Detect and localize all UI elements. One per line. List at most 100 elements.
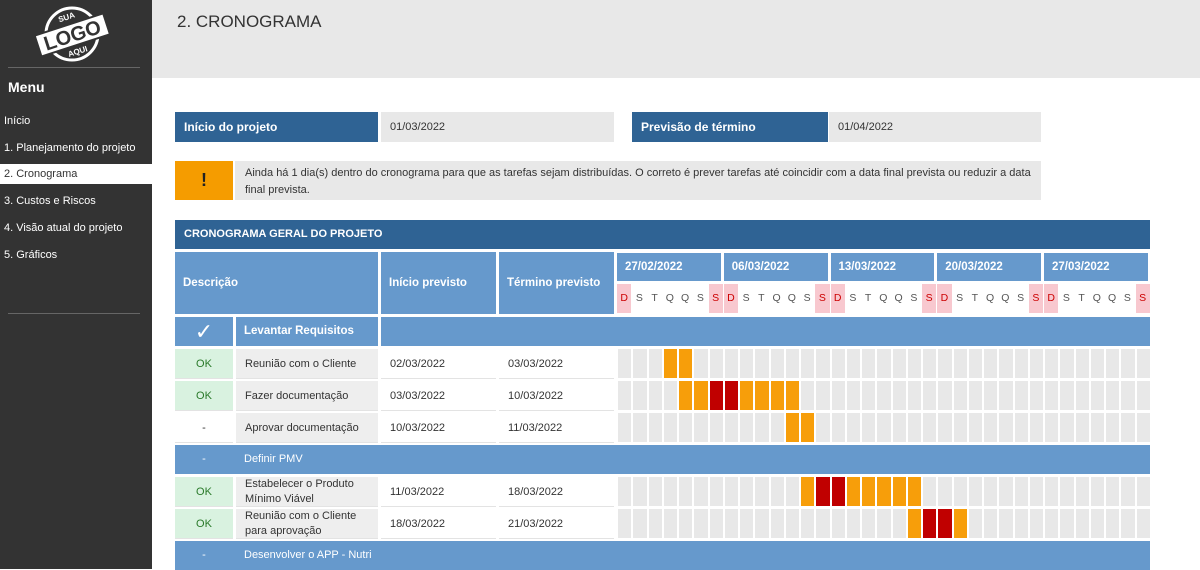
gantt-cell — [618, 413, 632, 442]
gantt-cell — [694, 477, 708, 506]
week-header: 06/03/2022 — [723, 253, 828, 281]
day-letter: S — [922, 284, 937, 313]
gantt-cell — [1045, 477, 1059, 506]
gantt-cell — [618, 509, 632, 538]
gantt-cell — [770, 509, 784, 538]
week-header: 13/03/2022 — [830, 253, 935, 281]
gantt-bar-cell — [770, 381, 784, 410]
gantt-bar-cell — [877, 477, 891, 506]
task-description[interactable]: Estabelecer o Produto Mínimo Viável — [236, 477, 378, 507]
table-title: CRONOGRAMA GERAL DO PROJETO — [175, 220, 1150, 249]
gantt-cell — [938, 349, 952, 378]
gantt-cell — [663, 381, 677, 410]
gantt-bar-cell — [663, 349, 677, 378]
gantt-cell — [923, 381, 937, 410]
day-letter: S — [1123, 292, 1131, 304]
gantt-cell — [663, 413, 677, 442]
task-end[interactable]: 21/03/2022 — [499, 509, 614, 539]
menu-item-inicio[interactable]: Início — [4, 115, 31, 127]
gantt-cell — [984, 413, 998, 442]
menu-item-cronograma[interactable]: 2. Cronograma — [0, 164, 152, 184]
gantt-cell — [633, 413, 647, 442]
day-letter: S — [1017, 292, 1025, 304]
gantt-bar-cell — [740, 381, 754, 410]
gantt-cell — [968, 413, 982, 442]
task-description[interactable]: Aprovar documentação — [236, 413, 378, 443]
menu-title: Menu — [8, 79, 45, 95]
gantt-cell — [648, 477, 662, 506]
gantt-cell — [877, 381, 891, 410]
gantt-cell — [1014, 477, 1028, 506]
divider — [8, 313, 140, 314]
gantt-cell — [846, 381, 860, 410]
gantt-cell — [663, 509, 677, 538]
day-letter: S — [742, 292, 750, 304]
gantt-cell — [999, 509, 1013, 538]
gantt-cell — [709, 477, 723, 506]
warning-icon: ! — [175, 161, 233, 200]
gantt-cell — [1106, 509, 1120, 538]
day-letter: S — [803, 292, 811, 304]
menu-item-visao[interactable]: 4. Visão atual do projeto — [4, 222, 123, 234]
day-letter: S — [708, 284, 723, 313]
status-badge: OK — [175, 509, 233, 539]
gantt-cell — [785, 349, 799, 378]
start-value[interactable]: 01/03/2022 — [381, 112, 614, 142]
gantt-cell — [846, 413, 860, 442]
gantt-cell — [755, 509, 769, 538]
day-letter: D — [830, 284, 845, 313]
day-letter: Q — [1092, 292, 1101, 304]
gantt-bar-cell — [679, 381, 693, 410]
status-badge: OK — [175, 349, 233, 379]
header-band — [152, 0, 1200, 78]
week-header: 27/03/2022 — [1044, 253, 1148, 281]
task-end[interactable]: 11/03/2022 — [499, 413, 614, 443]
gantt-cell — [694, 509, 708, 538]
gantt-bar-cell — [938, 509, 952, 538]
gantt-cell — [633, 477, 647, 506]
task-end[interactable]: 18/03/2022 — [499, 477, 614, 507]
task-description[interactable]: Reunião com o Cliente — [236, 349, 378, 379]
day-letter: T — [971, 292, 979, 304]
menu-item-custos[interactable]: 3. Custos e Riscos — [4, 195, 96, 207]
gantt-bar-cell — [831, 477, 845, 506]
gantt-cell — [648, 413, 662, 442]
task-start[interactable]: 10/03/2022 — [381, 413, 496, 443]
gantt-cell — [892, 413, 906, 442]
gantt-cell — [770, 349, 784, 378]
task-start[interactable]: 18/03/2022 — [381, 509, 496, 539]
task-start[interactable]: 03/03/2022 — [381, 381, 496, 411]
start-label: Início do projeto — [175, 112, 378, 142]
gantt-cell — [1121, 477, 1135, 506]
gantt-cell — [618, 349, 632, 378]
task-end[interactable]: 03/03/2022 — [499, 349, 614, 379]
day-letter: Q — [986, 292, 995, 304]
gantt-cell — [984, 477, 998, 506]
task-description[interactable]: Fazer documentação — [236, 381, 378, 411]
gantt-cell — [1090, 381, 1104, 410]
gantt-cell — [1136, 349, 1150, 378]
gantt-cell — [1121, 381, 1135, 410]
task-start[interactable]: 11/03/2022 — [381, 477, 496, 507]
task-start[interactable]: 02/03/2022 — [381, 349, 496, 379]
day-letter: Q — [787, 292, 796, 304]
gantt-cell — [999, 349, 1013, 378]
end-value[interactable]: 01/04/2022 — [829, 112, 1041, 142]
menu-item-planejamento[interactable]: 1. Planejamento do projeto — [4, 142, 136, 154]
gantt-cell — [1090, 413, 1104, 442]
gantt-cell — [1045, 349, 1059, 378]
task-end[interactable]: 10/03/2022 — [499, 381, 614, 411]
gantt-cell — [679, 477, 693, 506]
gantt-cell — [862, 413, 876, 442]
menu-item-graficos[interactable]: 5. Gráficos — [4, 249, 58, 261]
gantt-cell — [679, 509, 693, 538]
gantt-bar-cell — [892, 477, 906, 506]
gantt-cell — [679, 413, 693, 442]
gantt-cell — [907, 381, 921, 410]
sidebar: LOGO SUA AQUI Menu Início 1. Planejament… — [0, 0, 152, 569]
gantt-cell — [740, 477, 754, 506]
gantt-cell — [938, 413, 952, 442]
day-letter: S — [815, 284, 830, 313]
gantt-cell — [907, 413, 921, 442]
task-description[interactable]: Reunião com o Cliente para aprovação — [236, 509, 378, 539]
